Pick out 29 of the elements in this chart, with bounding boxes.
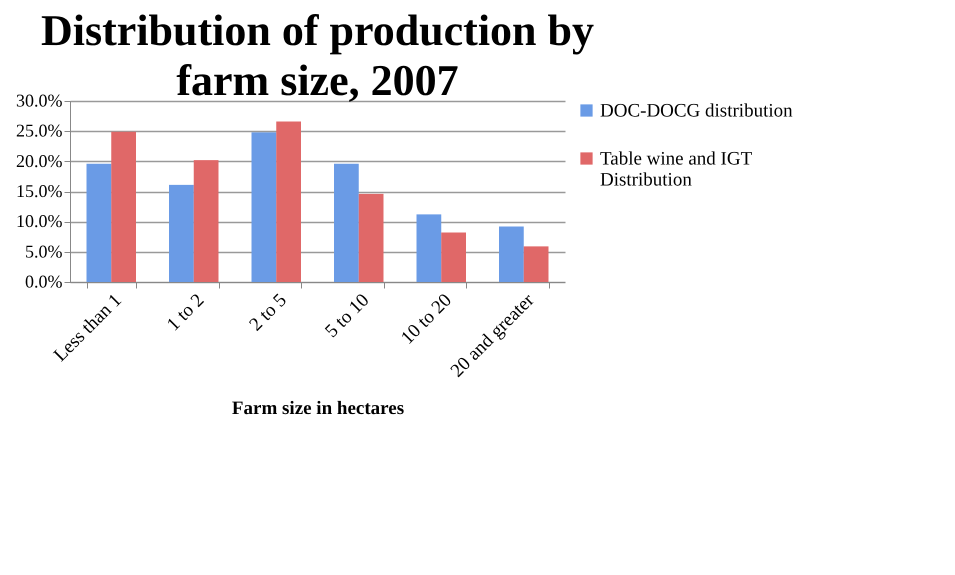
bar: [194, 160, 218, 282]
text: Distribution of production by: [41, 6, 594, 55]
legend-label: DOC-DOCG distribution: [600, 100, 794, 122]
bar: [499, 226, 524, 282]
y-tick-label: 0.0%: [25, 272, 62, 292]
bar: [334, 164, 359, 282]
text: farm size, 2007: [176, 56, 459, 105]
bar: [441, 232, 466, 282]
bar: [358, 194, 384, 282]
y-tick-label: 10.0%: [16, 211, 62, 232]
bar: [252, 132, 276, 282]
x-axis-title: Farm size in hectares: [232, 398, 404, 419]
y-tick-label: 30.0%: [16, 90, 62, 110]
y-tick-label: 15.0%: [16, 181, 62, 201]
bar: [169, 184, 194, 282]
bar: [111, 132, 136, 282]
bar: [86, 164, 112, 282]
x-tick-label: 10 to 20: [397, 290, 456, 349]
legend-label: Table wine and IGT Distribution: [600, 148, 753, 190]
x-tick-label: 2 to 5: [245, 290, 291, 336]
x-tick-label: 5 to 10: [321, 290, 374, 342]
x-tick-label: Less than 1: [50, 290, 126, 366]
y-tick-label: 25.0%: [16, 120, 62, 141]
y-tick-label: 5.0%: [25, 241, 62, 262]
bar: [416, 214, 442, 282]
y-tick-label: 20.0%: [16, 150, 62, 171]
bar: [276, 122, 301, 282]
bar: [524, 246, 548, 282]
x-tick-label: 1 to 2: [162, 290, 208, 336]
